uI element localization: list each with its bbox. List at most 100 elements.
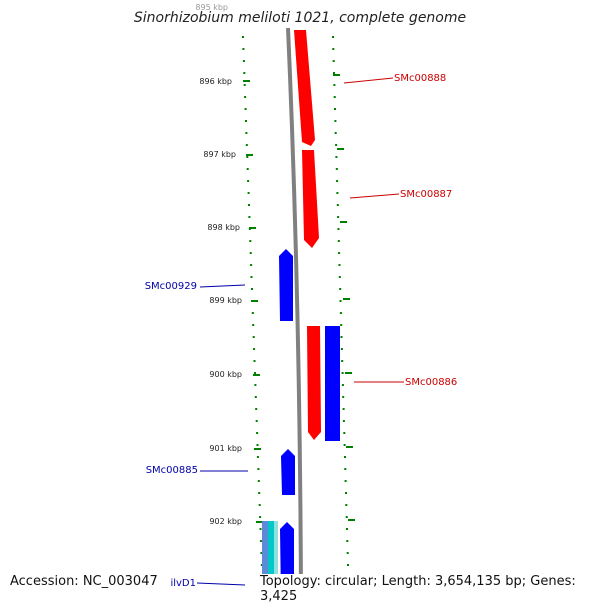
scale-tick	[255, 420, 258, 422]
scale-tick	[341, 384, 344, 386]
gene-label-smc00887[interactable]: SMc00887	[400, 189, 452, 200]
scale-tick	[256, 456, 259, 458]
scale-major-tick	[333, 74, 340, 76]
scale-tick	[259, 528, 262, 530]
gene-arrow-smc00885[interactable]	[281, 449, 295, 495]
scale-tick	[253, 348, 256, 350]
scale-tick	[334, 120, 337, 122]
scale-tick	[259, 540, 262, 542]
scale-label: 898 kbp	[207, 223, 240, 232]
scale-tick	[244, 108, 247, 110]
scale-tick	[333, 72, 335, 74]
scale-tick	[252, 324, 255, 326]
scale-tick	[345, 492, 347, 494]
scale-tick	[334, 132, 337, 134]
scale-tick	[256, 444, 259, 446]
gene-label-smc00929[interactable]: SMc00929	[145, 281, 197, 292]
scale-tick	[338, 276, 341, 278]
scale-major-tick	[243, 80, 250, 82]
scale-tick	[334, 108, 336, 110]
scale-tick	[250, 276, 253, 278]
left-tick-column	[242, 36, 264, 590]
scale-tick	[248, 204, 250, 206]
scale-tick	[337, 228, 340, 230]
scale-tick	[250, 264, 253, 266]
leader-line	[349, 193, 400, 199]
scale-tick	[336, 180, 339, 182]
genome-backbone	[286, 27, 303, 601]
scale-tick	[336, 192, 339, 194]
gene-label-smc00888[interactable]: SMc00888	[394, 73, 446, 84]
scale-tick	[247, 180, 250, 182]
rna-feature[interactable]	[262, 521, 268, 600]
scale-label: 900 kbp	[209, 370, 242, 379]
gene-label-smc00886[interactable]: SMc00886	[405, 377, 457, 388]
scale-tick	[246, 156, 249, 158]
scale-tick	[341, 372, 344, 374]
gene-block-smc00886-reverse[interactable]	[325, 326, 340, 441]
scale-label-top: 895 kbp	[195, 3, 228, 12]
scale-label: 897 kbp	[203, 150, 236, 159]
scale-tick	[244, 96, 247, 98]
gene-label-ilvd1[interactable]: ilvD1	[170, 578, 196, 589]
rna-feature[interactable]	[274, 521, 278, 600]
scale-tick	[243, 72, 246, 74]
scale-tick	[343, 432, 346, 434]
scale-tick	[332, 60, 335, 62]
scale-tick	[259, 516, 262, 518]
scale-major-tick	[253, 374, 260, 376]
scale-tick	[255, 408, 258, 410]
scale-major-tick	[343, 298, 350, 300]
scale-tick	[258, 504, 261, 506]
scale-tick	[345, 504, 348, 506]
scale-major-tick	[246, 154, 253, 156]
scale-major-tick	[254, 448, 261, 450]
scale-tick	[242, 36, 244, 38]
scale-tick	[344, 456, 346, 458]
gene-arrow-smc00886[interactable]	[307, 326, 321, 440]
scale-tick	[251, 312, 254, 314]
scale-tick	[243, 84, 246, 86]
scale-tick	[251, 288, 253, 290]
scale-tick	[245, 144, 248, 146]
scale-tick	[333, 96, 336, 98]
right-tick-column	[332, 36, 355, 590]
map-title: Sinorhizobium meliloti 1021, complete ge…	[133, 10, 467, 26]
scale-tick	[257, 468, 260, 470]
scale-tick	[341, 360, 344, 362]
scale-major-tick	[249, 227, 256, 229]
leader-line	[196, 582, 246, 586]
scale-tick	[344, 480, 347, 482]
scale-label: 902 kbp	[209, 517, 242, 526]
rna-feature[interactable]	[268, 521, 274, 600]
scale-major-tick	[251, 300, 258, 302]
scale-tick	[242, 60, 245, 62]
scale-tick	[339, 312, 342, 314]
scale-tick	[346, 540, 349, 542]
scale-tick	[256, 432, 259, 434]
scale-tick	[340, 324, 343, 326]
scale-tick	[254, 372, 256, 374]
scale-label: 901 kbp	[209, 444, 242, 453]
scale-tick	[345, 516, 348, 518]
scale-tick	[248, 216, 251, 218]
scale-major-tick	[337, 148, 344, 150]
scale-tick	[339, 300, 342, 302]
scale-major-tick	[256, 521, 263, 523]
scale-tick	[245, 132, 248, 134]
scale-tick	[337, 240, 340, 242]
gene-arrow-smc00929[interactable]	[279, 249, 293, 321]
gene-arrow-smc00888[interactable]	[294, 30, 315, 146]
scale-major-tick	[348, 519, 355, 521]
scale-tick	[260, 564, 263, 566]
scale-tick	[337, 216, 340, 218]
scale-tick	[340, 348, 343, 350]
scale-tick	[340, 336, 343, 338]
scale-tick	[346, 552, 349, 554]
scale-label: 896 kbp	[199, 77, 232, 86]
gene-label-smc00885[interactable]: SMc00885	[146, 465, 198, 476]
scale-major-tick	[345, 372, 352, 374]
scale-tick	[347, 564, 349, 566]
scale-tick	[254, 396, 257, 398]
gene-arrow-smc00887[interactable]	[302, 150, 319, 248]
